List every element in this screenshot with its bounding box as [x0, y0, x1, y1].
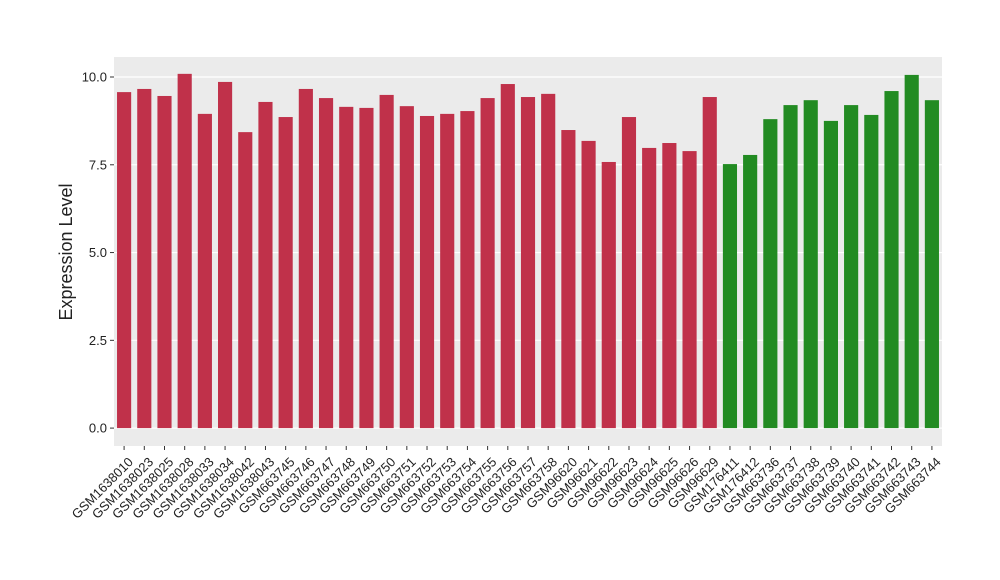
- bar: [561, 130, 576, 429]
- y-tick-label: 10.0: [82, 70, 107, 85]
- bar: [783, 105, 798, 429]
- bar: [218, 81, 233, 429]
- bar: [864, 114, 879, 429]
- bar: [238, 132, 253, 429]
- y-tick-label: 2.5: [89, 333, 107, 348]
- y-axis-label: Expression Level: [56, 183, 76, 320]
- bar: [157, 95, 172, 429]
- bar: [419, 115, 435, 429]
- bar: [137, 88, 152, 429]
- bar: [298, 88, 313, 429]
- bar: [722, 164, 738, 429]
- bar: [278, 117, 293, 429]
- bar: [460, 111, 475, 429]
- bar: [763, 119, 778, 429]
- bar: [924, 100, 939, 429]
- bar: [318, 98, 334, 429]
- y-tick-label: 0.0: [89, 421, 107, 436]
- bar: [743, 154, 758, 429]
- bar: [581, 140, 596, 429]
- bar: [440, 113, 455, 429]
- bar: [823, 120, 838, 429]
- bar: [339, 106, 354, 429]
- bar: [601, 161, 616, 429]
- bar: [359, 107, 374, 429]
- bar: [803, 100, 818, 429]
- y-tick-label: 5.0: [89, 245, 107, 260]
- bar: [642, 147, 657, 429]
- bar: [541, 93, 556, 429]
- bar: [177, 73, 192, 429]
- bar: [117, 92, 132, 429]
- y-tick-label: 7.5: [89, 157, 107, 172]
- bar: [500, 84, 515, 429]
- bar: [399, 106, 414, 429]
- bar: [904, 74, 919, 429]
- bar: [520, 97, 536, 429]
- bar: [621, 117, 637, 429]
- bar: [480, 98, 495, 429]
- bar: [884, 91, 899, 429]
- bar: [258, 101, 273, 429]
- bar: [682, 151, 697, 429]
- bar: [197, 113, 212, 429]
- bar: [844, 105, 859, 429]
- bar: [662, 143, 677, 429]
- bar: [379, 94, 394, 429]
- bar: [702, 97, 717, 429]
